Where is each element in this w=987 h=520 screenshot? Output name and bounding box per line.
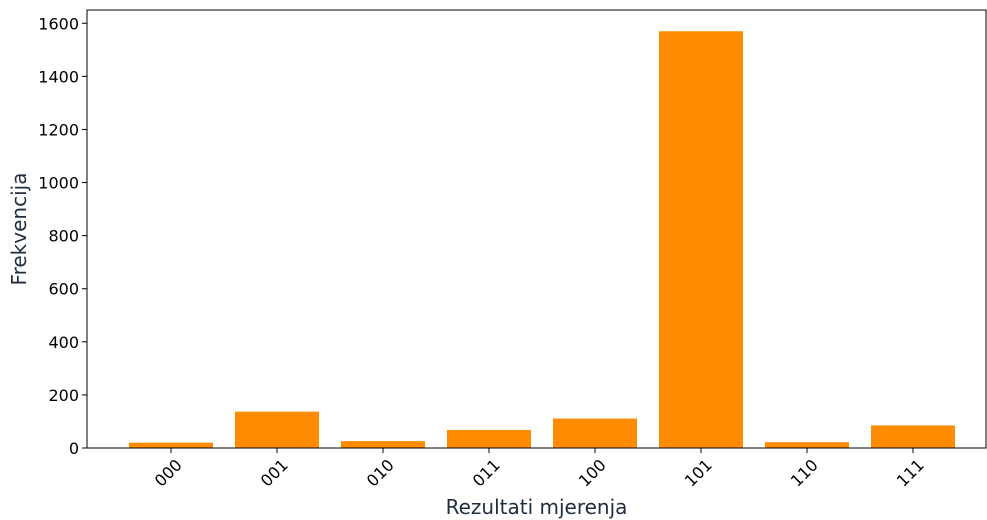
x-tick-label: 010 — [363, 455, 398, 490]
x-axis-label: Rezultati mjerenja — [446, 495, 628, 519]
bar-111 — [871, 425, 955, 448]
y-tick-label: 1600 — [38, 14, 79, 33]
y-axis-label: Frekvencija — [7, 173, 31, 286]
x-tick-label: 100 — [575, 455, 610, 490]
y-tick-label: 1400 — [38, 67, 79, 86]
bar-100 — [553, 418, 637, 448]
x-axis-ticks: 000 001 010 011 100 101 110 111 — [151, 448, 928, 490]
bars-group — [129, 31, 955, 449]
y-tick-label: 0 — [69, 439, 79, 458]
x-tick-label: 101 — [681, 455, 716, 490]
y-tick-label: 800 — [48, 227, 79, 246]
x-tick-label: 110 — [787, 455, 822, 490]
plot-frame — [86, 9, 987, 449]
bar-010 — [341, 441, 425, 448]
y-tick-label: 1000 — [38, 174, 79, 193]
y-tick-label: 1200 — [38, 120, 79, 139]
bar-011 — [447, 429, 531, 448]
y-tick-label: 200 — [48, 386, 79, 405]
bar-000 — [129, 442, 213, 448]
x-tick-label: 000 — [151, 455, 186, 490]
bar-110 — [765, 442, 849, 448]
bar-001 — [235, 411, 319, 448]
x-tick-label: 011 — [469, 455, 504, 490]
y-tick-label: 600 — [48, 280, 79, 299]
y-tick-label: 400 — [48, 333, 79, 352]
x-tick-label: 111 — [893, 455, 928, 490]
x-tick-label: 001 — [257, 455, 292, 490]
bar-101 — [659, 31, 743, 449]
y-axis-ticks: 0 200 400 600 800 1000 1200 1400 1600 — [38, 14, 87, 458]
